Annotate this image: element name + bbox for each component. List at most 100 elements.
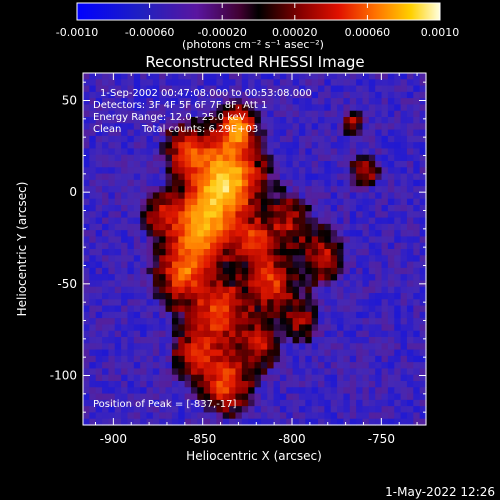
image-pixel <box>235 362 243 370</box>
image-pixel <box>127 374 135 382</box>
image-pixel <box>394 406 402 414</box>
image-pixel <box>178 305 186 313</box>
image-pixel <box>419 274 427 282</box>
image-pixel <box>273 261 281 269</box>
image-pixel <box>292 91 300 99</box>
image-pixel <box>83 324 90 332</box>
image-pixel <box>330 267 338 275</box>
image-pixel <box>406 387 414 395</box>
image-pixel <box>114 230 122 238</box>
image-pixel <box>406 249 414 256</box>
image-pixel <box>89 142 97 150</box>
image-pixel <box>368 362 376 370</box>
image-pixel <box>260 362 268 370</box>
image-pixel <box>419 305 427 313</box>
image-pixel <box>235 91 243 99</box>
image-pixel <box>279 198 287 206</box>
image-pixel <box>222 230 230 238</box>
image-pixel <box>381 186 389 194</box>
image-pixel <box>375 104 383 112</box>
image-pixel <box>184 142 192 150</box>
image-pixel <box>89 186 97 194</box>
image-pixel <box>406 324 414 332</box>
image-pixel <box>362 230 370 238</box>
image-pixel <box>248 318 256 326</box>
image-pixel <box>254 91 262 99</box>
image-pixel <box>197 412 205 420</box>
image-pixel <box>260 142 268 150</box>
image-pixel <box>178 161 186 168</box>
image-pixel <box>394 261 402 269</box>
image-pixel <box>375 161 383 168</box>
image-pixel <box>235 349 243 357</box>
image-pixel <box>305 104 313 112</box>
image-pixel <box>184 129 192 137</box>
image-pixel <box>267 186 275 194</box>
image-pixel <box>95 311 103 319</box>
image-pixel <box>254 324 262 332</box>
image-pixel <box>254 117 262 124</box>
image-pixel <box>190 412 198 420</box>
image-pixel <box>273 154 281 162</box>
image-pixel <box>121 280 129 288</box>
image-pixel <box>140 249 148 256</box>
image-pixel <box>89 293 97 300</box>
image-pixel <box>349 110 357 118</box>
image-pixel <box>108 381 116 388</box>
image-pixel <box>298 362 306 370</box>
image-pixel <box>356 293 364 300</box>
image-pixel <box>229 412 237 420</box>
image-pixel <box>400 98 408 106</box>
image-pixel <box>406 255 414 263</box>
image-pixel <box>406 192 414 200</box>
image-pixel <box>400 418 408 426</box>
image-pixel <box>197 349 205 357</box>
image-pixel <box>343 343 351 351</box>
image-pixel <box>159 249 167 256</box>
image-pixel <box>222 418 230 426</box>
image-pixel <box>190 85 198 93</box>
image-pixel <box>210 274 217 282</box>
image-pixel <box>203 280 211 288</box>
image-pixel <box>419 255 427 263</box>
image-pixel <box>387 205 395 212</box>
image-pixel <box>267 267 275 275</box>
image-pixel <box>159 104 167 112</box>
image-pixel <box>337 318 345 326</box>
image-pixel <box>210 374 217 382</box>
image-pixel <box>406 330 414 338</box>
image-pixel <box>152 223 160 231</box>
image-pixel <box>190 198 198 206</box>
image-pixel <box>298 167 306 175</box>
image-pixel <box>254 311 262 319</box>
image-pixel <box>89 211 97 219</box>
image-pixel <box>305 349 313 357</box>
image-pixel <box>311 280 319 288</box>
image-pixel <box>356 230 364 238</box>
image-pixel <box>260 154 268 162</box>
image-pixel <box>178 406 186 414</box>
image-pixel <box>127 387 135 395</box>
image-pixel <box>133 142 141 150</box>
image-pixel <box>178 230 186 238</box>
image-pixel <box>286 73 294 80</box>
image-pixel <box>394 286 402 294</box>
image-pixel <box>324 406 332 414</box>
image-pixel <box>362 299 370 307</box>
image-pixel <box>108 205 116 212</box>
image-pixel <box>362 406 370 414</box>
image-pixel <box>83 236 90 244</box>
image-pixel <box>298 91 306 99</box>
image-pixel <box>273 299 281 307</box>
image-pixel <box>95 412 103 420</box>
image-pixel <box>356 418 364 426</box>
image-pixel <box>146 393 154 401</box>
image-pixel <box>152 230 160 238</box>
image-pixel <box>241 393 249 401</box>
image-pixel <box>102 230 110 238</box>
image-pixel <box>140 280 148 288</box>
image-pixel <box>146 129 154 137</box>
image-pixel <box>83 73 90 80</box>
image-pixel <box>222 123 230 131</box>
